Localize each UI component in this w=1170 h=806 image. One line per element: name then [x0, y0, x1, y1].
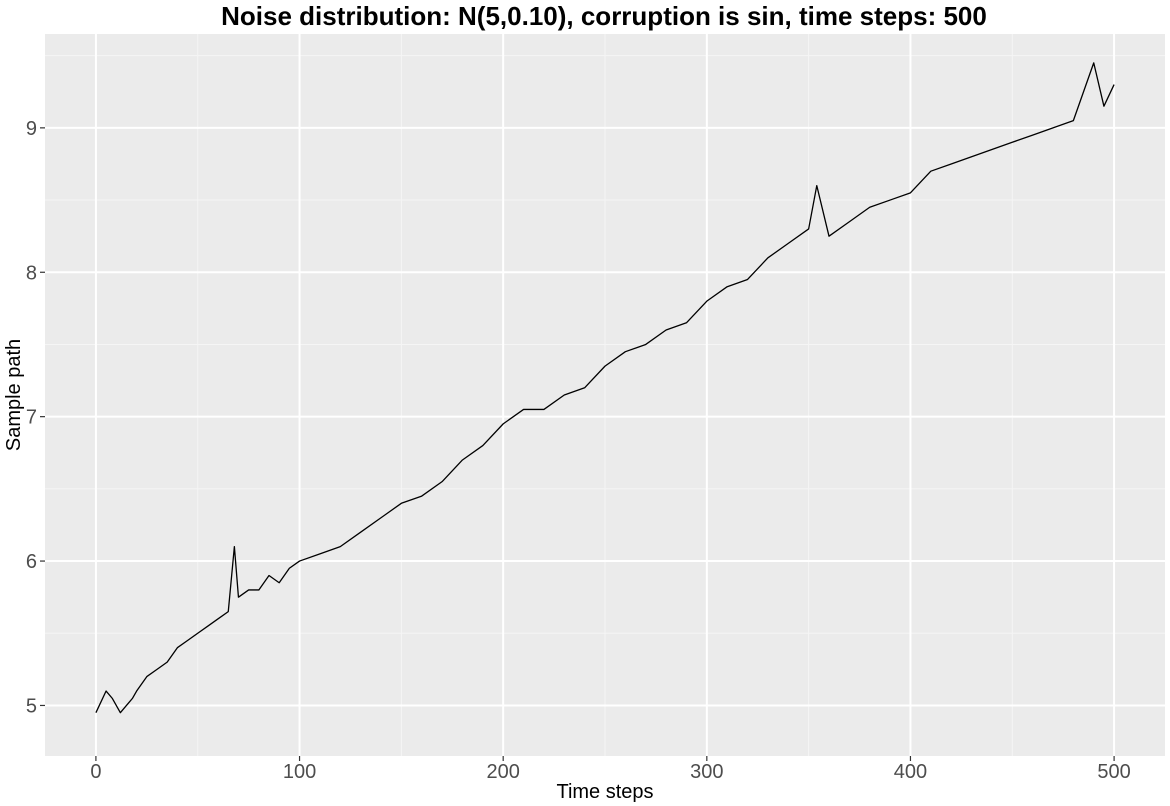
y-tick-label: 6: [26, 551, 37, 573]
y-tick-label: 5: [26, 695, 37, 717]
y-tick-label: 9: [26, 118, 37, 140]
x-axis-label: Time steps: [556, 781, 653, 803]
x-tick-label: 100: [283, 761, 316, 783]
series: [95, 62, 1115, 714]
y-axis-label: Sample path: [3, 339, 25, 451]
x-tick-label: 500: [1097, 761, 1130, 783]
x-tick-label: 200: [486, 761, 519, 783]
chart-title: Noise distribution: N(5,0.10), corruptio…: [221, 1, 987, 31]
y-tick-label: 7: [26, 407, 37, 429]
x-tick-label: 300: [690, 761, 723, 783]
minor-grid: [45, 34, 1165, 756]
x-tick-label: 400: [894, 761, 927, 783]
x-axis: 0 100 200 300 400 500: [90, 756, 1131, 783]
y-axis: 5 6 7 8 9: [26, 118, 45, 717]
major-grid: [45, 34, 1165, 756]
y-tick-label: 8: [26, 262, 37, 284]
series-line: [95, 62, 1115, 714]
x-tick-label: 0: [90, 761, 101, 783]
